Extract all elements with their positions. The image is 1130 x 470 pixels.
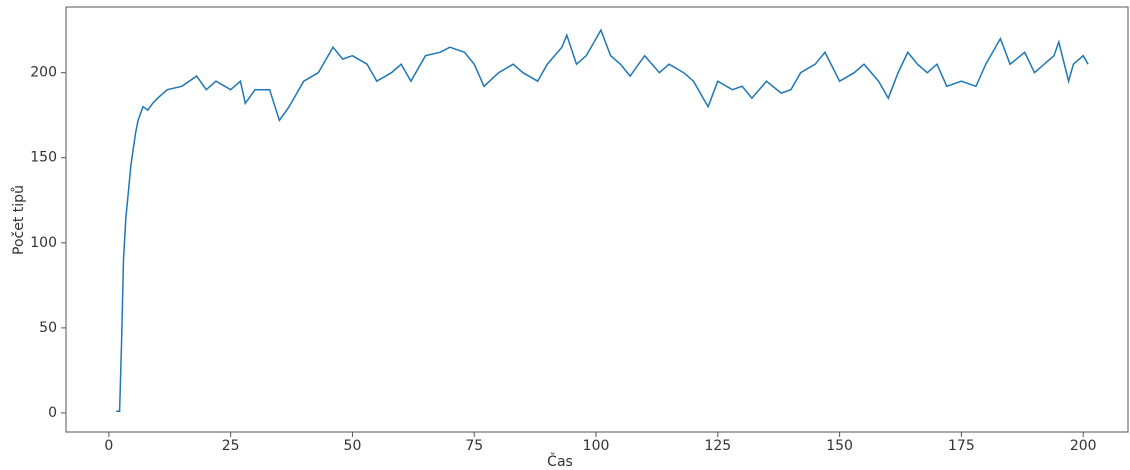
x-tick-label: 175: [948, 438, 975, 454]
y-tick-label: 200: [30, 65, 57, 81]
x-tick-label: 125: [704, 438, 731, 454]
x-tick-label: 50: [344, 438, 362, 454]
plot-frame: [65, 6, 1129, 433]
y-tick-label: 0: [48, 405, 57, 421]
y-axis-label: Počet tipů: [11, 185, 27, 255]
x-tick-label: 25: [222, 438, 240, 454]
x-tick-label: 0: [104, 438, 113, 454]
y-tick-label: 150: [30, 150, 57, 166]
x-tick-label: 150: [826, 438, 853, 454]
x-axis-label: Čas: [547, 452, 573, 470]
x-tick-label: 75: [465, 438, 483, 454]
y-tick-label: 50: [39, 320, 57, 336]
x-tick-label: 200: [1070, 438, 1097, 454]
data-line: [116, 28, 1089, 412]
y-tick-label: 100: [30, 235, 57, 251]
x-tick-label: 100: [583, 438, 610, 454]
